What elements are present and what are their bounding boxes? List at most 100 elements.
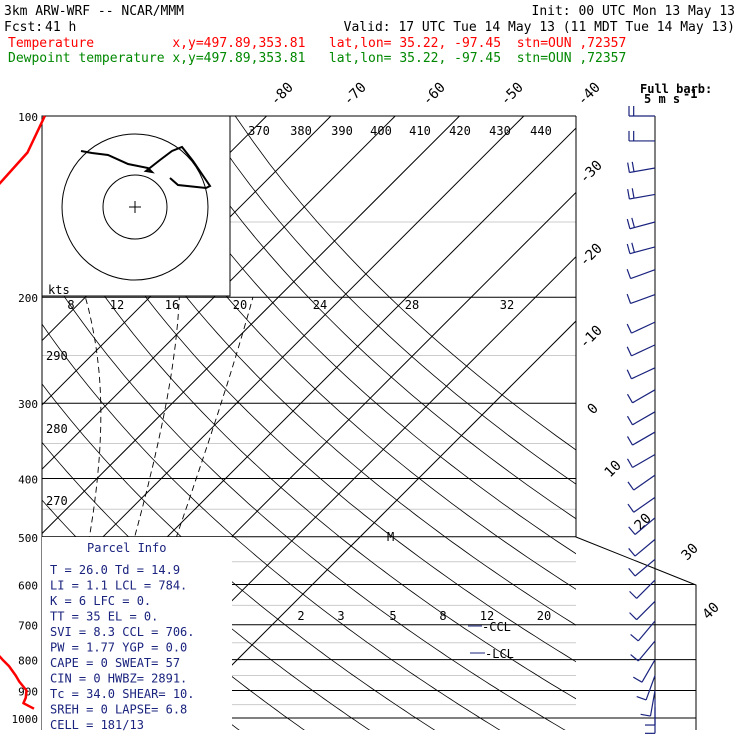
- wind-barb: [645, 707, 656, 734]
- forecast-label: Fcst:: [4, 20, 43, 35]
- pressure-tick-label: 200: [18, 292, 38, 305]
- wind-barb: [626, 367, 656, 380]
- dry-adiabat: [234, 116, 576, 451]
- wind-barb-flag: [630, 634, 639, 642]
- wind-barb-shaft: [632, 431, 656, 446]
- wind-barb-flag: [626, 415, 634, 426]
- wind-barb: [640, 690, 656, 717]
- theta-label: 430: [489, 124, 511, 138]
- wind-barb-flag: [627, 503, 635, 513]
- wind-barb: [626, 217, 656, 230]
- parcel-info-row: CAPE = 0 SWEAT= 57: [50, 656, 180, 670]
- parcel-info-panel: Parcel Info T = 26.0 Td = 14.9 LI = 1.1 L…: [42, 537, 232, 732]
- wind-barb-shaft: [634, 558, 656, 577]
- dry-adiabat: [201, 116, 576, 485]
- speed-tick-label: 32: [500, 298, 514, 312]
- wind-barb-flag: [631, 161, 635, 172]
- theta-label-left: 290: [46, 349, 68, 363]
- wind-barb-shaft: [641, 659, 656, 683]
- dry-adiabat: [42, 128, 576, 663]
- valid-time: Valid: 17 UTC Tue 14 May 13 (11 MDT Tue …: [344, 20, 735, 35]
- theta-label: 370: [248, 124, 270, 138]
- wind-barb-shaft: [637, 620, 656, 642]
- wind-barb-shaft: [636, 600, 656, 621]
- pressure-tick-label: 1000: [12, 713, 39, 726]
- wind-barb-shaft: [637, 640, 656, 662]
- temperature-legend: Temperature x,y=497.89,353.81 lat,lon= 3…: [8, 36, 626, 51]
- profiles: [0, 115, 46, 710]
- ccl-label: -CCL: [482, 620, 511, 634]
- wind-barb: [629, 579, 656, 599]
- dry-adiabat: [134, 116, 576, 555]
- wind-barb-shaft: [631, 321, 656, 334]
- pressure-tick-label: 300: [18, 398, 38, 411]
- wind-barb-shaft: [629, 167, 656, 174]
- speed-tick-label: 24: [313, 298, 327, 312]
- m-label: M: [387, 530, 394, 544]
- wind-barb: [629, 600, 656, 621]
- isotherm-label: -30: [577, 158, 606, 187]
- isotherm-label: 0: [585, 401, 602, 418]
- wind-barb: [645, 699, 656, 726]
- wind-barb-flag: [628, 567, 636, 577]
- parcel-info-row: PW = 1.77 YGP = 0.0: [50, 641, 187, 655]
- wind-barb: [628, 517, 656, 535]
- wind-barb: [627, 474, 656, 491]
- wind-barb-flag: [627, 189, 630, 200]
- wind-barb: [626, 344, 656, 357]
- theta-label: 440: [530, 124, 552, 138]
- wind-barb: [628, 558, 656, 577]
- wind-barb-shaft: [645, 675, 656, 701]
- theta-label: 410: [409, 124, 431, 138]
- wind-barb-flag: [627, 481, 635, 491]
- parcel-info-row: K = 6 LFC = 0.: [50, 594, 151, 608]
- speed-tick-label: 8: [67, 298, 74, 312]
- speed-tick-label: 20: [233, 298, 247, 312]
- wind-barb-shaft: [634, 538, 656, 557]
- theta-label-left: 270: [46, 494, 68, 508]
- wind-barb-flag: [628, 526, 636, 535]
- wind-barb-flag: [631, 242, 635, 253]
- isotherm-label: -70: [341, 80, 370, 109]
- parcel-info-row: Tc = 34.0 SHEAR= 10.: [50, 687, 195, 701]
- wind-barb-flag: [626, 323, 632, 334]
- theta-label-left: 280: [46, 422, 68, 436]
- wind-barb-flag: [631, 217, 635, 228]
- wind-scale-exponent: -1: [683, 87, 697, 101]
- pressure-tick-label: 400: [18, 473, 38, 486]
- dry-adiabat: [42, 261, 566, 730]
- forecast-hour: 41 h: [45, 20, 76, 35]
- isotherm-label: 40: [700, 600, 723, 623]
- wind-barb-shaft: [631, 367, 656, 380]
- wind-barb-flag: [626, 369, 632, 380]
- mixing-ratio-line: [0, 584, 11, 718]
- mixing-ratio-label: 5: [389, 609, 396, 623]
- isotherm-label: -40: [575, 80, 604, 109]
- wind-barb-shaft: [630, 269, 656, 280]
- parcel-info-row: LI = 1.1 LCL = 784.: [50, 579, 187, 593]
- frame-right: [575, 116, 697, 730]
- wind-barb: [626, 411, 656, 426]
- wind-barb: [626, 242, 656, 255]
- wind-barb: [628, 106, 655, 117]
- speed-tick-label: 28: [405, 298, 419, 312]
- wind-barb-flag: [626, 436, 634, 446]
- wind-barb: [626, 389, 656, 404]
- lcl-label: -LCL: [485, 647, 514, 661]
- moist-adiabat: [49, 297, 102, 719]
- dry-adiabat: [42, 197, 576, 700]
- parcel-info-row: TT = 35 EL = 0.: [50, 610, 158, 624]
- wind-barb-flag: [626, 218, 631, 229]
- isotherm-label: 20: [632, 511, 655, 534]
- wind-barb-flag: [626, 268, 632, 279]
- dewpoint-legend: Dewpoint temperature x,y=497.89,353.81 l…: [8, 51, 626, 66]
- theta-label: 380: [290, 124, 312, 138]
- wind-barb-shaft: [633, 474, 656, 491]
- parcel-info-row: CELL = 181/13: [50, 718, 144, 732]
- speed-tick-label: 16: [165, 298, 179, 312]
- theta-label: 400: [370, 124, 392, 138]
- wind-barb: [626, 453, 656, 469]
- wind-barb-flag: [631, 188, 635, 199]
- mixing-ratio-label: 3: [337, 609, 344, 623]
